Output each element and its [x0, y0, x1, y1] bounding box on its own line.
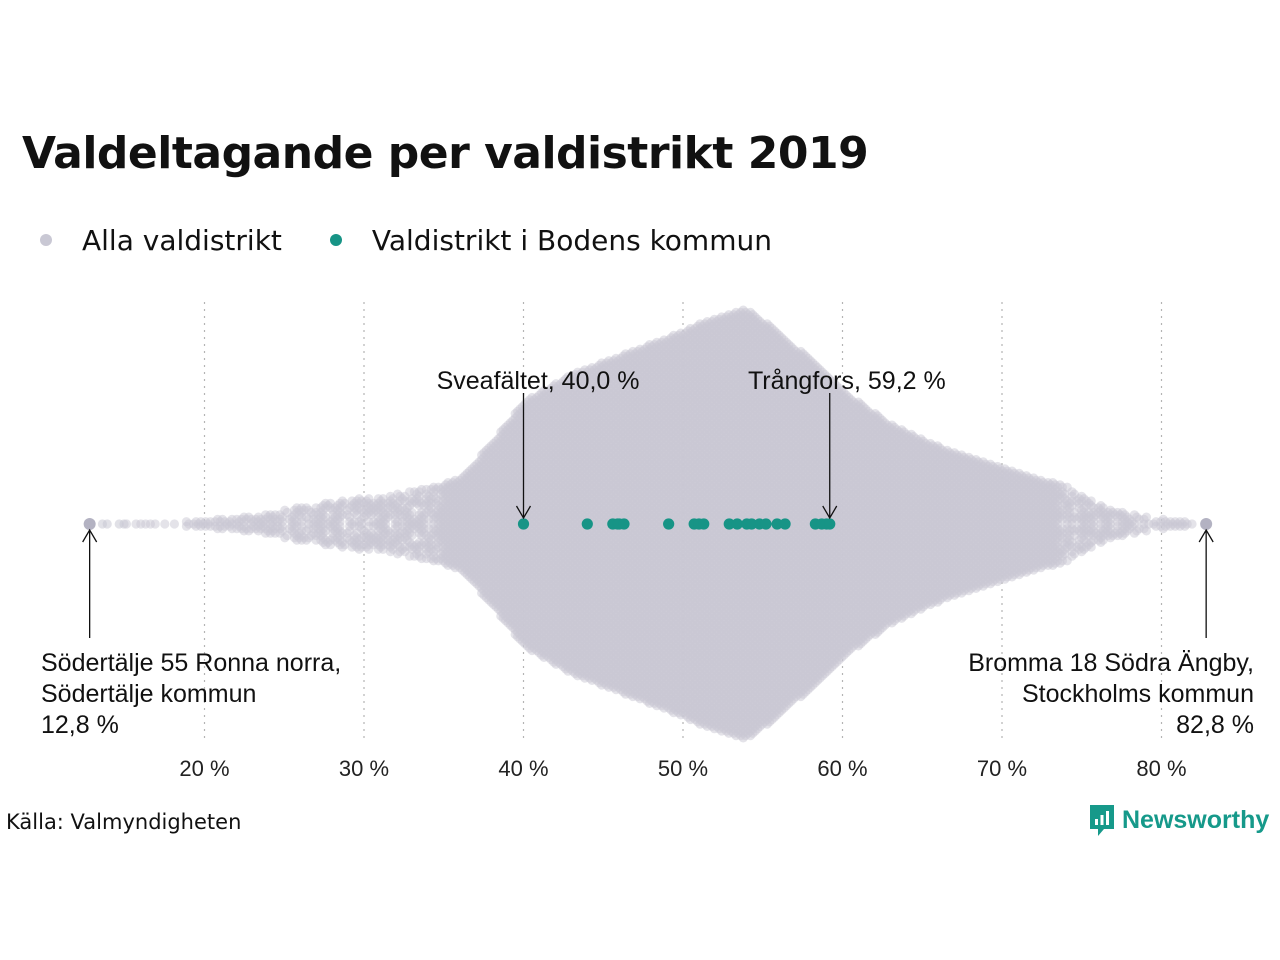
x-tick-label: 60 % — [817, 756, 867, 781]
legend-label-boden: Valdistrikt i Bodens kommun — [371, 223, 772, 257]
data-point — [407, 507, 417, 518]
x-tick-label: 20 % — [179, 756, 229, 781]
chart-title: Valdeltagande per valdistrikt 2019 — [22, 128, 869, 179]
data-point — [407, 530, 417, 541]
x-tick-label: 40 % — [498, 756, 548, 781]
x-tick-label: 80 % — [1136, 756, 1186, 781]
series-all-valdistrikt — [83, 305, 1213, 743]
x-tick-label: 30 % — [339, 756, 389, 781]
data-point — [150, 519, 160, 529]
x-tick-label: 70 % — [977, 756, 1027, 781]
legend-label-all: Alla valdistrikt — [82, 223, 282, 257]
legend-item-all: Alla valdistrikt — [40, 224, 282, 257]
beeswarm-chart: 20 % 30 % 40 % 50 % 60 % 70 % 80 %Sveafältet, … — [41, 302, 1254, 781]
legend-item-boden: Valdistrikt i Bodens kommun — [329, 223, 772, 257]
legend-swatch-boden — [329, 234, 342, 246]
data-point — [160, 519, 170, 529]
data-point — [121, 519, 132, 529]
legend: Alla valdistrikt Valdistrikt i Bodens ko… — [40, 222, 820, 258]
x-tick-label: 50 % — [658, 756, 708, 781]
data-point — [169, 519, 180, 529]
data-point — [102, 519, 112, 529]
legend-swatch-all — [40, 234, 52, 246]
